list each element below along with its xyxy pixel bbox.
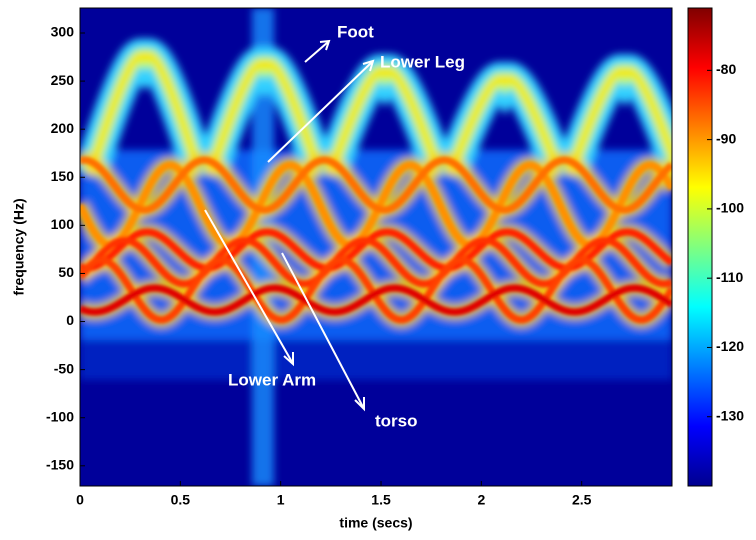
colorbar-tick-label: -120 bbox=[716, 338, 744, 354]
x-tick-label: 1.5 bbox=[371, 492, 391, 508]
plot-frame bbox=[79, 7, 673, 487]
y-tick-label: 150 bbox=[51, 168, 75, 184]
x-tick-label: 0.5 bbox=[171, 492, 191, 508]
texture-wave bbox=[80, 161, 672, 249]
annotations bbox=[204, 39, 375, 412]
colorbar bbox=[687, 7, 713, 487]
x-tick-label: 1 bbox=[277, 492, 285, 508]
annotation: torso bbox=[375, 411, 418, 430]
texture bbox=[80, 156, 672, 324]
axes: 0 0.5 1 1.5 2 2.5 -150 -100 -50 0 50 100 150 200 250 30… bbox=[46, 24, 744, 508]
arrow bbox=[267, 61, 373, 163]
texture-arch bbox=[87, 52, 203, 176]
y-tick-label: -150 bbox=[46, 457, 74, 473]
texture-arch bbox=[327, 68, 443, 177]
y-tick-label: 300 bbox=[51, 24, 75, 40]
x-axis-label: time (secs) bbox=[339, 515, 412, 531]
annotation: Lower Arm bbox=[228, 370, 316, 389]
arrow bbox=[281, 252, 364, 408]
colorbar-tick-label: -100 bbox=[716, 200, 744, 216]
y-tick-label: 50 bbox=[58, 264, 74, 280]
y-tick-label: 100 bbox=[51, 216, 75, 232]
texture-arch bbox=[447, 76, 563, 177]
texture-band bbox=[80, 340, 672, 380]
y-tick-label: 250 bbox=[51, 72, 75, 88]
spectrogram-image bbox=[80, 8, 672, 486]
colorbar-tick-label: -130 bbox=[716, 407, 744, 423]
x-tick-label: 0 bbox=[76, 492, 84, 508]
x-tick-label: 2.5 bbox=[572, 492, 592, 508]
arrow bbox=[204, 209, 293, 363]
colorbar-tick-label: -110 bbox=[716, 269, 743, 285]
arrow-head bbox=[319, 39, 331, 51]
texture-wave bbox=[80, 156, 672, 214]
y-tick-label: 0 bbox=[66, 312, 74, 328]
colorbar-tick-label: -80 bbox=[716, 61, 736, 77]
arrow-head bbox=[362, 59, 375, 72]
texture-wave bbox=[80, 284, 672, 316]
texture-arch bbox=[567, 68, 672, 177]
colorbar-tick-label: -90 bbox=[716, 130, 736, 146]
texture-arch bbox=[207, 60, 323, 176]
x-tick-label: 2 bbox=[477, 492, 485, 508]
arrow-head bbox=[354, 397, 365, 412]
texture-wave bbox=[80, 256, 672, 324]
y-axis-label: frequency (Hz) bbox=[11, 198, 27, 295]
y-tick-label: 200 bbox=[51, 120, 75, 136]
arrow-head bbox=[283, 352, 294, 367]
y-tick-label: -100 bbox=[46, 408, 74, 424]
arrow bbox=[304, 41, 329, 63]
annotation: Foot bbox=[337, 22, 374, 41]
annotation: Lower Leg bbox=[380, 52, 465, 71]
y-tick-label: -50 bbox=[54, 360, 74, 376]
